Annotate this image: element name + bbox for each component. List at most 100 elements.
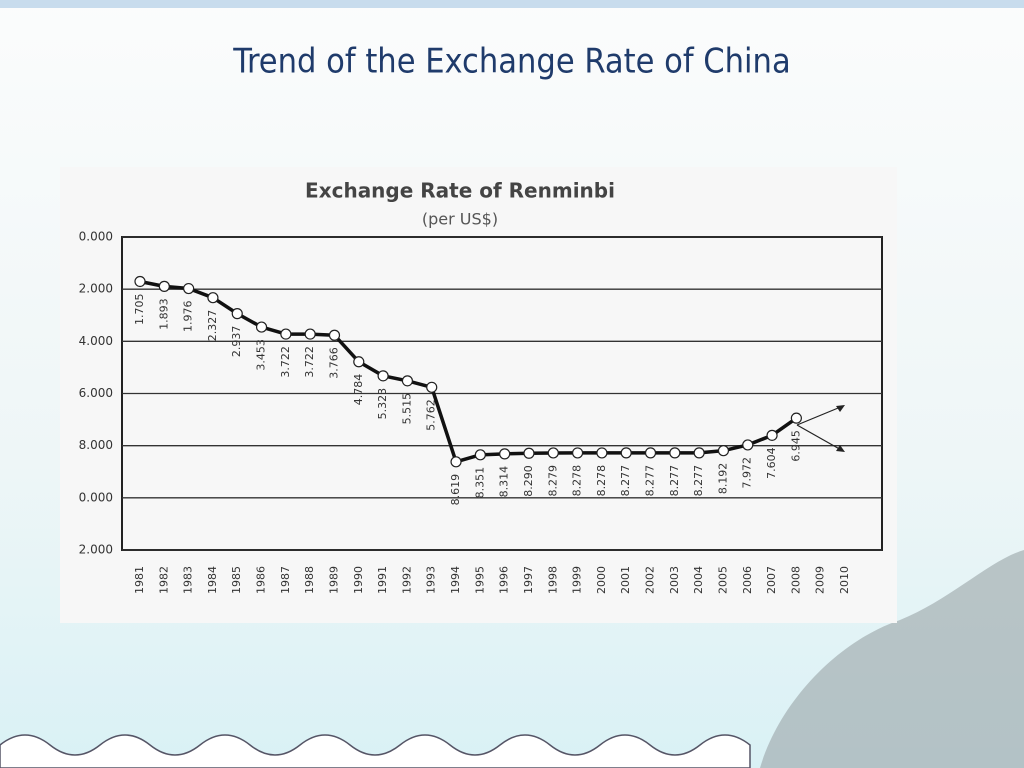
chart-panel [60, 167, 897, 623]
x-tick-label: 2006 [741, 566, 754, 594]
data-label: 8.279 [546, 465, 559, 497]
series-line [139, 279, 798, 464]
data-point [158, 280, 170, 292]
arrow-head [836, 445, 845, 452]
x-tick-label: 1985 [230, 566, 243, 594]
data-point [766, 429, 778, 441]
data-point [620, 447, 632, 459]
y-tick-label: 0.000 [79, 230, 113, 244]
plot: 0.000 2.000 4.000 6.000 8.000 0.000 2.000 1981 1… [79, 230, 882, 594]
y-tick-label: 8.000 [79, 438, 113, 452]
x-tick-label: 1987 [279, 566, 292, 594]
data-label: 7.972 [741, 457, 754, 489]
x-tick-label: 2000 [595, 566, 608, 594]
data-point [717, 445, 730, 457]
x-tick-label: 2002 [644, 566, 657, 594]
arrow-up [796, 405, 844, 426]
data-label: 1.893 [157, 298, 170, 330]
x-tick-label: 2009 [814, 566, 827, 594]
data-label: 8.278 [571, 465, 584, 497]
data-label: 8.277 [644, 465, 657, 497]
data-point [474, 449, 486, 461]
x-tick-label: 2010 [838, 566, 851, 594]
data-point [644, 447, 657, 459]
data-point [571, 447, 584, 459]
data-label: 8.290 [522, 465, 535, 497]
data-label: 8.277 [668, 465, 681, 497]
data-point [596, 447, 608, 459]
data-label: 5.515 [400, 393, 413, 425]
data-point [377, 370, 389, 382]
data-point [547, 447, 559, 459]
wave-decoration [0, 734, 751, 768]
data-label: 8.314 [498, 466, 511, 498]
data-label: 3.766 [327, 347, 340, 379]
top-band [0, 0, 1024, 8]
data-point [353, 356, 365, 368]
data-label: 3.722 [279, 346, 292, 378]
y-tick-label: 4.000 [79, 334, 113, 348]
chart-subtitle: (per US$) [422, 210, 498, 229]
arrow-down [796, 424, 844, 452]
data-label: 8.192 [716, 463, 729, 495]
data-point [183, 282, 195, 295]
data-label: 8.277 [619, 465, 632, 497]
x-tick-label: 1983 [182, 566, 195, 594]
data-point [134, 275, 146, 288]
data-point [669, 447, 681, 459]
x-tick-label: 1994 [449, 566, 462, 594]
x-tick-label: 2008 [789, 566, 802, 594]
data-point [693, 447, 705, 459]
data-point [499, 448, 511, 460]
data-label: 8.278 [595, 465, 608, 497]
data-point [450, 456, 462, 468]
x-tick-label: 1989 [327, 566, 340, 594]
data-point [523, 447, 535, 459]
x-tick-label: 2003 [668, 566, 681, 594]
x-tick-label: 2004 [692, 566, 705, 594]
x-tick-label: 1991 [376, 566, 389, 594]
x-tick-label: 1995 [473, 566, 486, 594]
dragon-decoration [760, 550, 1024, 768]
data-label: 2.937 [230, 326, 243, 358]
y-tick-label: 6.000 [79, 386, 113, 400]
y-tick-label: 2.000 [79, 282, 113, 296]
data-point [742, 439, 754, 451]
x-tick-label: 1990 [352, 566, 365, 594]
data-point [328, 329, 341, 341]
data-point [401, 375, 414, 387]
data-label: 5.762 [425, 399, 438, 431]
x-tick-label: 1982 [157, 566, 170, 594]
x-tick-label: 1981 [133, 566, 146, 594]
data-label: 6.945 [789, 430, 802, 462]
x-tick-label: 1986 [255, 566, 268, 594]
data-label: 8.619 [449, 474, 462, 506]
data-label: 1.976 [182, 301, 195, 333]
data-point [790, 412, 802, 424]
data-point [426, 381, 438, 393]
x-tick-label: 1992 [400, 566, 413, 594]
data-point [304, 328, 316, 340]
data-label: 8.277 [692, 465, 705, 497]
data-label: 2.327 [206, 310, 219, 342]
x-tick-label: 2005 [716, 566, 729, 594]
data-label: 7.604 [765, 447, 778, 479]
data-point [280, 328, 292, 340]
x-tick-label: 1997 [522, 566, 535, 594]
data-point [231, 308, 243, 320]
x-tick-label: 1998 [546, 566, 559, 594]
data-label: 3.722 [303, 346, 316, 378]
data-label: 8.351 [473, 467, 486, 499]
arrow-head [836, 405, 845, 412]
chart-title: Exchange Rate of Renminbi [305, 179, 615, 203]
x-tick-label: 2001 [619, 566, 632, 594]
data-point [255, 321, 268, 333]
y-tick-label: 0.000 [79, 490, 113, 504]
slide-title: Trend of the Exchange Rate of China [232, 42, 790, 82]
x-tick-label: 1993 [425, 566, 438, 594]
x-tick-label: 2007 [765, 566, 778, 594]
data-label: 3.453 [255, 339, 268, 371]
x-tick-label: 1984 [206, 566, 219, 594]
data-label: 1.705 [133, 293, 146, 325]
x-tick-label: 1988 [303, 566, 316, 594]
